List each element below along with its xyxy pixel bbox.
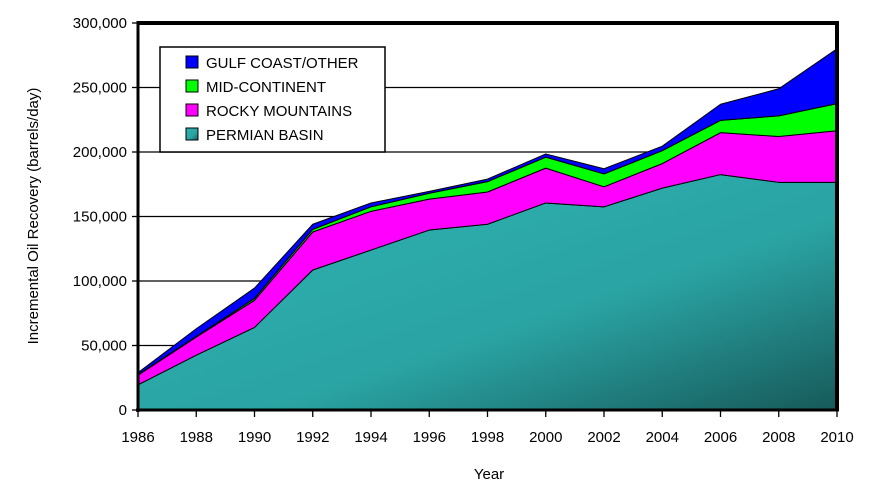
x-axis-ticks: 1986 1988 1990 1992 1994 1996 1998 2000 2002 2004… <box>121 410 854 446</box>
x-tick-label: 1998 <box>471 429 504 446</box>
y-axis-label: Incremental Oil Recovery (barrels/day) <box>25 88 42 345</box>
x-tick-label: 1986 <box>121 429 154 446</box>
x-tick-label: 2004 <box>646 429 679 446</box>
legend-label: PERMIAN BASIN <box>206 127 324 144</box>
legend-swatch <box>185 79 199 93</box>
x-tick-label: 2000 <box>529 429 562 446</box>
y-tick-label: 150,000 <box>73 209 127 226</box>
x-tick-label: 1988 <box>180 429 213 446</box>
legend-swatch <box>185 103 199 117</box>
y-tick-label: 250,000 <box>73 80 127 97</box>
legend: GULF COAST/OTHER MID-CONTINENT ROCKY MOUNT… <box>159 46 386 153</box>
y-tick-label: 300,000 <box>73 15 127 32</box>
legend-label: GULF COAST/OTHER <box>206 55 359 72</box>
legend-label: MID-CONTINENT <box>206 79 326 96</box>
y-tick-label: 100,000 <box>73 273 127 290</box>
x-tick-label: 1996 <box>413 429 446 446</box>
legend-swatch <box>185 127 199 141</box>
y-tick-label: 200,000 <box>73 144 127 161</box>
x-tick-label: 2006 <box>704 429 737 446</box>
x-tick-label: 1992 <box>296 429 329 446</box>
x-tick-label: 2008 <box>762 429 795 446</box>
x-axis-label: Year <box>474 466 504 483</box>
y-tick-label: 0 <box>119 402 127 419</box>
x-tick-label: 2010 <box>820 429 853 446</box>
x-tick-label: 2002 <box>587 429 620 446</box>
y-tick-label: 50,000 <box>81 338 127 355</box>
x-tick-label: 1990 <box>238 429 271 446</box>
legend-swatch <box>185 55 199 69</box>
legend-label: ROCKY MOUNTAINS <box>206 103 352 120</box>
x-tick-label: 1994 <box>354 429 387 446</box>
y-axis-ticks: 0 50,000 100,000 150,000 200,000 250,000 300,0… <box>73 15 138 419</box>
areas <box>137 48 838 411</box>
